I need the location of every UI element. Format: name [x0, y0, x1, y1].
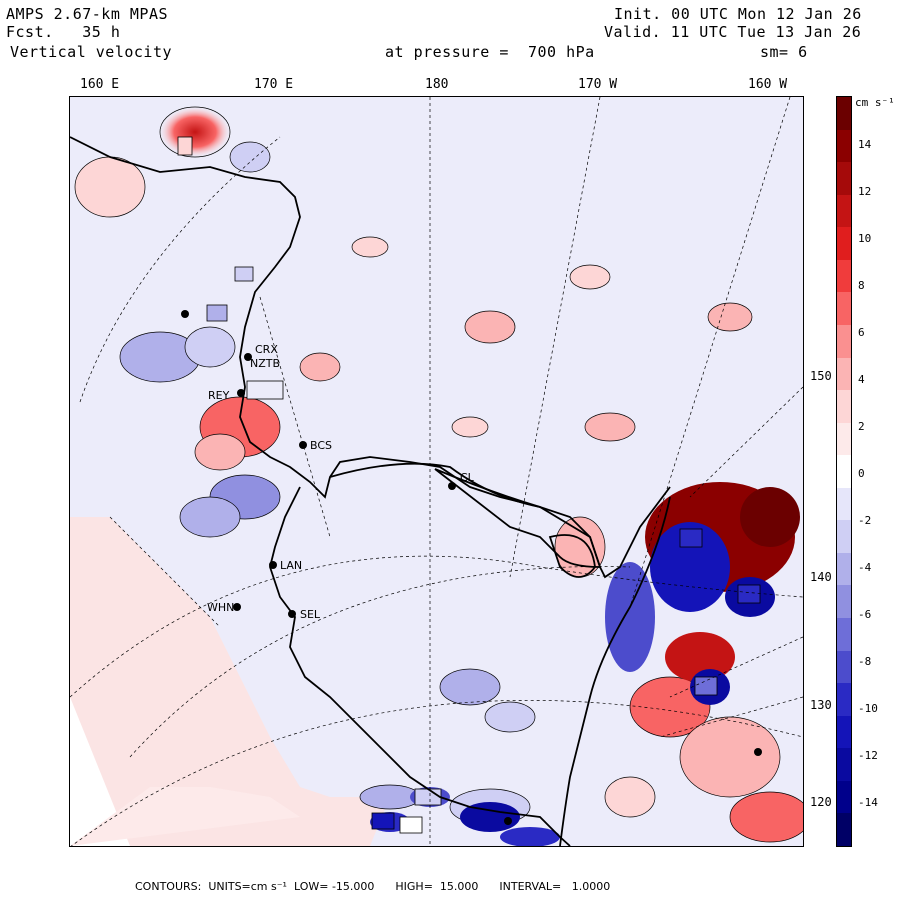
positive-field-region-2 [70, 787, 300, 846]
colorbar-tick-label: -14 [858, 796, 878, 809]
colorbar-segment [837, 194, 851, 228]
lon-label-160w: 160 W [748, 77, 788, 92]
missing-data-region [70, 697, 130, 846]
downdraft-region-south [370, 787, 560, 846]
colorbar-segment [837, 650, 851, 684]
map-panel: CRX NZTB REY BCS LAN WHN SEL CL [69, 96, 804, 847]
colorbar-tick-label: 8 [858, 279, 865, 292]
colorbar-segment [837, 520, 851, 554]
colorbar-segment [837, 97, 851, 131]
colorbar-segment [837, 357, 851, 391]
colorbar-segment [837, 455, 851, 489]
colorbar-segment [837, 813, 851, 847]
map-canvas: CRX NZTB REY BCS LAN WHN SEL CL [70, 97, 803, 846]
colorbar-segment [837, 780, 851, 814]
colorbar-tick-label: 10 [858, 232, 872, 245]
colorbar-segment [837, 748, 851, 782]
positive-field-region [70, 517, 390, 846]
init-time: Init. 00 UTC Mon 12 Jan 26 [614, 5, 862, 23]
colorbar-segment [837, 487, 851, 521]
colorbar-tick-label: -6 [858, 608, 872, 621]
lon-label-170w: 170 W [578, 77, 618, 92]
colorbar-tick-label: 0 [858, 467, 865, 480]
station-label-cl: CL [460, 471, 475, 484]
colorbar-tick-label: 12 [858, 185, 872, 198]
colorbar-segment [837, 227, 851, 261]
field-name: Vertical velocity [10, 43, 173, 61]
station-label-rey: REY [208, 389, 230, 402]
colorbar-tick-label: -8 [858, 655, 872, 668]
station-label-nztb: NZTB [250, 357, 280, 370]
colorbar-segment [837, 390, 851, 424]
lon-label-180: 180 [425, 77, 449, 92]
colorbar-segment [837, 715, 851, 749]
colorbar-segment [837, 422, 851, 456]
graticule [70, 97, 803, 846]
forecast-hour: Fcst. 35 h [6, 23, 121, 41]
colorbar-tick-label: -12 [858, 749, 878, 762]
colorbar-tick-label: -4 [858, 561, 872, 574]
colorbar [836, 96, 852, 847]
lon-label-160e: 160 E [80, 77, 120, 92]
colorbar-units: cm s⁻¹ [855, 96, 895, 109]
colorbar-segment [837, 259, 851, 293]
coastline [70, 136, 671, 846]
station-label-bcs: BCS [310, 439, 332, 452]
lon-label-170e: 170 E [254, 77, 294, 92]
colorbar-segment [837, 552, 851, 586]
model-title: AMPS 2.67-km MPAS [6, 5, 169, 23]
valid-time: Valid. 11 UTC Tue 13 Jan 26 [604, 23, 862, 41]
station-label-sel: SEL [300, 608, 321, 621]
smoothing-label: sm= 6 [760, 43, 808, 61]
colorbar-tick-label: 2 [858, 420, 865, 433]
station-label-crx: CRX [255, 343, 278, 356]
colorbar-tick-label: 14 [858, 138, 872, 151]
strong-updraft-region [605, 482, 800, 705]
colorbar-segment [837, 683, 851, 717]
colorbar-segment [837, 162, 851, 196]
colorbar-tick-label: 4 [858, 373, 865, 386]
contour-value-boxes [177, 136, 284, 400]
station-label-lan: LAN [280, 559, 302, 572]
colorbar-segment [837, 618, 851, 652]
pressure-level: at pressure = 700 hPa [385, 43, 595, 61]
colorbar-tick-label: 6 [858, 326, 865, 339]
station-label-whn: WHN [207, 601, 234, 614]
colorbar-tick-label: -10 [858, 702, 878, 715]
colorbar-tick-label: -2 [858, 514, 872, 527]
colorbar-segment [837, 129, 851, 163]
contours-footer: CONTOURS: UNITS=cm s⁻¹ LOW= -15.000 HIGH… [135, 880, 611, 893]
colorbar-segment [837, 292, 851, 326]
colorbar-segment [837, 585, 851, 619]
colorbar-segment [837, 324, 851, 359]
station-markers [181, 310, 762, 825]
